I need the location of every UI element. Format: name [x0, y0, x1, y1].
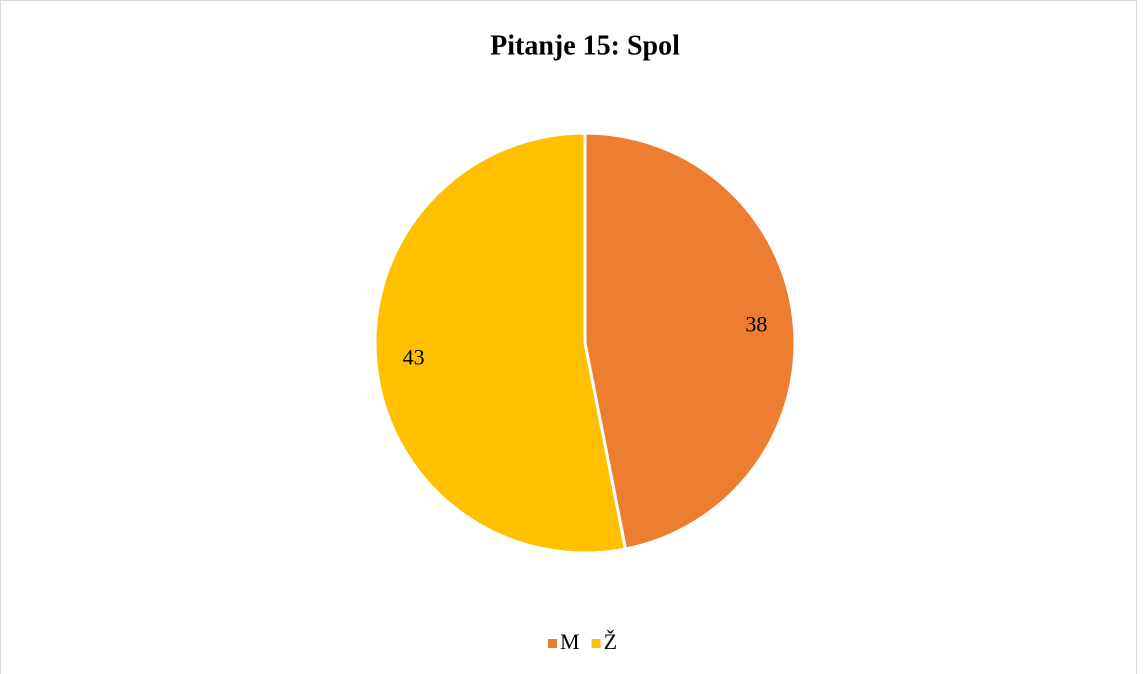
data-label: 43: [403, 345, 425, 370]
legend-swatch: [591, 639, 601, 648]
chart-title: Pitanje 15: Spol: [490, 30, 680, 61]
data-label: 38: [745, 311, 767, 336]
pie-slice: [373, 131, 628, 555]
legend-label: M: [560, 629, 580, 654]
pie-slice: [583, 131, 797, 551]
legend-label: Ž: [604, 629, 617, 654]
legend-swatch: [548, 639, 557, 648]
